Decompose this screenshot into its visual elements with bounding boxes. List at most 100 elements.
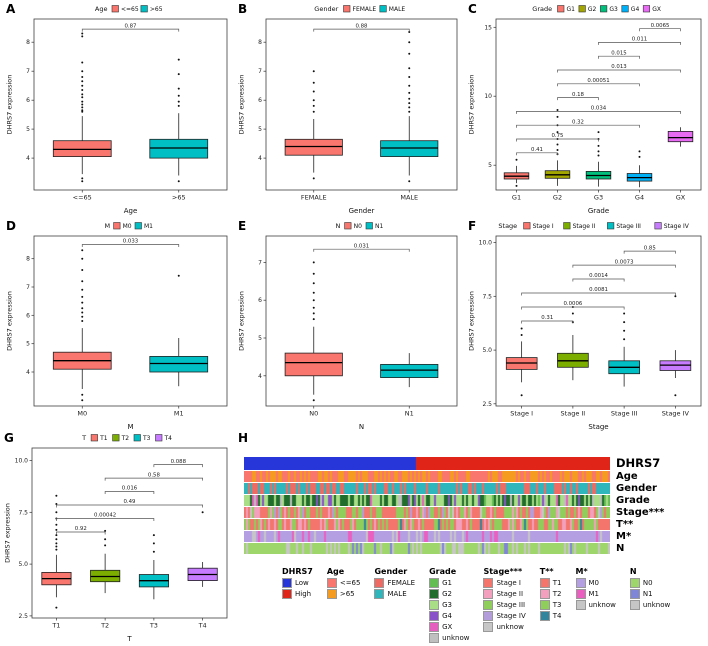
legend-label: G4 (631, 6, 640, 13)
outlier-point (312, 272, 315, 275)
legend-entry: T3 (539, 600, 562, 610)
x-tick-label: T3 (149, 622, 158, 630)
legend-entry: GX (429, 622, 469, 632)
outlier-point (623, 338, 626, 341)
outlier-point (81, 110, 84, 113)
legend-key (379, 5, 387, 13)
y-axis-label: DHRS7 expression (238, 291, 246, 351)
legend-entry-label: FEMALE (387, 579, 416, 587)
y-tick-label: 7.5 (482, 293, 492, 300)
panel-c-grade-boxplot: C Grade G1 G2 G3 G4 GX 5 10 15 DHRS7 expression G1… (466, 2, 708, 217)
x-tick-label: T4 (198, 622, 207, 630)
legend-entry-label: G3 (442, 601, 452, 609)
x-tick-label: N1 (405, 410, 414, 418)
heatmap-row: Stage*** (244, 507, 664, 518)
significance-bracket (313, 248, 410, 252)
panel-h-chart: DHRS7 Age Gender Grade Stage*** T** M* N DHRS7 Lo… (236, 431, 708, 646)
outlier-point (81, 93, 84, 96)
legend-key (607, 222, 615, 230)
legend-label: >65 (150, 6, 163, 13)
outlier-point (408, 67, 411, 70)
legend-color-chip (575, 600, 586, 610)
legend-entry-label: T4 (552, 612, 562, 620)
legend-group: M* M0 M1 unknow (575, 567, 616, 611)
y-tick-label: 6 (258, 97, 262, 104)
panel-f-chart: Stage Stage I Stage II Stage III Stage IV 2.5… (466, 219, 708, 433)
panel-letter: F (468, 219, 477, 233)
legend-entry-label: GX (442, 623, 453, 631)
x-tick-label: G4 (635, 194, 644, 202)
p-value: 0.0073 (615, 259, 634, 265)
y-axis-label: DHRS7 expression (6, 75, 14, 135)
outlier-point (81, 177, 84, 180)
legend-label: FEMALE (353, 6, 377, 13)
legend-color-chip (429, 622, 440, 632)
outlier-point (408, 106, 411, 109)
significance-bracket (572, 264, 676, 268)
outlier-point (312, 90, 315, 93)
legend-title: Gender (314, 5, 338, 13)
legend-entry: >65 (326, 589, 361, 599)
outlier-point (81, 32, 84, 35)
y-tick-label: 7 (258, 68, 262, 75)
legend-label: G2 (588, 6, 597, 13)
legend-entry: T2 (539, 589, 562, 599)
outlier-point (81, 76, 84, 78)
legend-entry: M1 (575, 589, 616, 599)
panel-h-annotation-heatmap: H DHRS7 Age Gender Grade Stage*** T** M* N DHRS7… (236, 431, 708, 646)
legend-label: Stage IV (664, 223, 690, 230)
p-value: 0.0081 (589, 287, 608, 293)
legend-entry-label: N0 (642, 579, 653, 587)
box (667, 130, 694, 143)
legend-entry-label: unknow (496, 623, 524, 631)
outlier-point (515, 184, 518, 187)
x-tick-label: Stage III (611, 410, 638, 418)
significance-bracket (313, 28, 410, 32)
significance-bracket (572, 278, 625, 282)
legend-key (90, 434, 98, 442)
legend-title: N (336, 222, 341, 230)
heatmap-row-strip (244, 519, 610, 530)
panel-e-n-boxplot: E N N0 N1 4 5 6 7 DHRS7 expression N0 N1 0.031 N (236, 219, 464, 433)
legend-entry-label: >65 (339, 590, 355, 598)
outlier-point (312, 177, 315, 180)
legend-entry: Low (282, 578, 313, 588)
y-tick-label: 4 (258, 373, 262, 380)
heatmap-row: T** (244, 519, 664, 530)
legend-label: Stage I (533, 223, 554, 230)
panel-letter: C (468, 2, 477, 16)
legend-group-title: DHRS7 (282, 567, 313, 576)
significance-bracket (56, 518, 155, 521)
significance-bracket (104, 477, 203, 481)
outlier-point (81, 103, 84, 106)
outlier-point (312, 99, 315, 102)
boxplot-svg: N N0 N1 4 5 6 7 DHRS7 expression N0 N1 0.031 N (238, 222, 458, 431)
legend-label: T3 (142, 435, 151, 442)
y-tick-label: 8 (258, 39, 262, 46)
panel-d-chart: M M0 M1 4 5 6 7 8 DHRS7 expression M0 M1 0.033 M (4, 219, 234, 433)
legend-color-chip (575, 578, 586, 588)
legend-key (155, 434, 163, 442)
outlier-point (81, 61, 84, 64)
panel-c-chart: Grade G1 G2 G3 G4 GX 5 10 15 DHRS7 expression G1 G2… (466, 2, 708, 217)
outlier-point (312, 399, 315, 402)
p-value: 0.18 (572, 92, 585, 98)
y-tick-label: 7 (26, 68, 30, 75)
heatmap-row: Grade (244, 495, 664, 506)
panel-letter: G (4, 431, 14, 445)
x-tick-label: Stage IV (662, 410, 690, 418)
y-axis-label: DHRS7 expression (6, 291, 14, 351)
legend-key (621, 5, 629, 13)
y-tick-label: 6 (26, 312, 30, 319)
legend-group-title: N (629, 567, 637, 576)
outlier-point (312, 282, 315, 285)
outlier-point (177, 104, 180, 107)
legend-entry: M0 (575, 578, 616, 588)
p-value: 0.011 (632, 37, 647, 43)
legend-color-chip (483, 611, 494, 621)
x-tick-label: G3 (594, 194, 603, 202)
outlier-point (408, 91, 411, 94)
boxplot-svg: Age <=65 >65 4 5 6 7 8 DHRS7 expression <=65 >65 0.… (6, 5, 228, 215)
outlier-point (571, 312, 574, 315)
legend-label: GX (652, 6, 661, 13)
